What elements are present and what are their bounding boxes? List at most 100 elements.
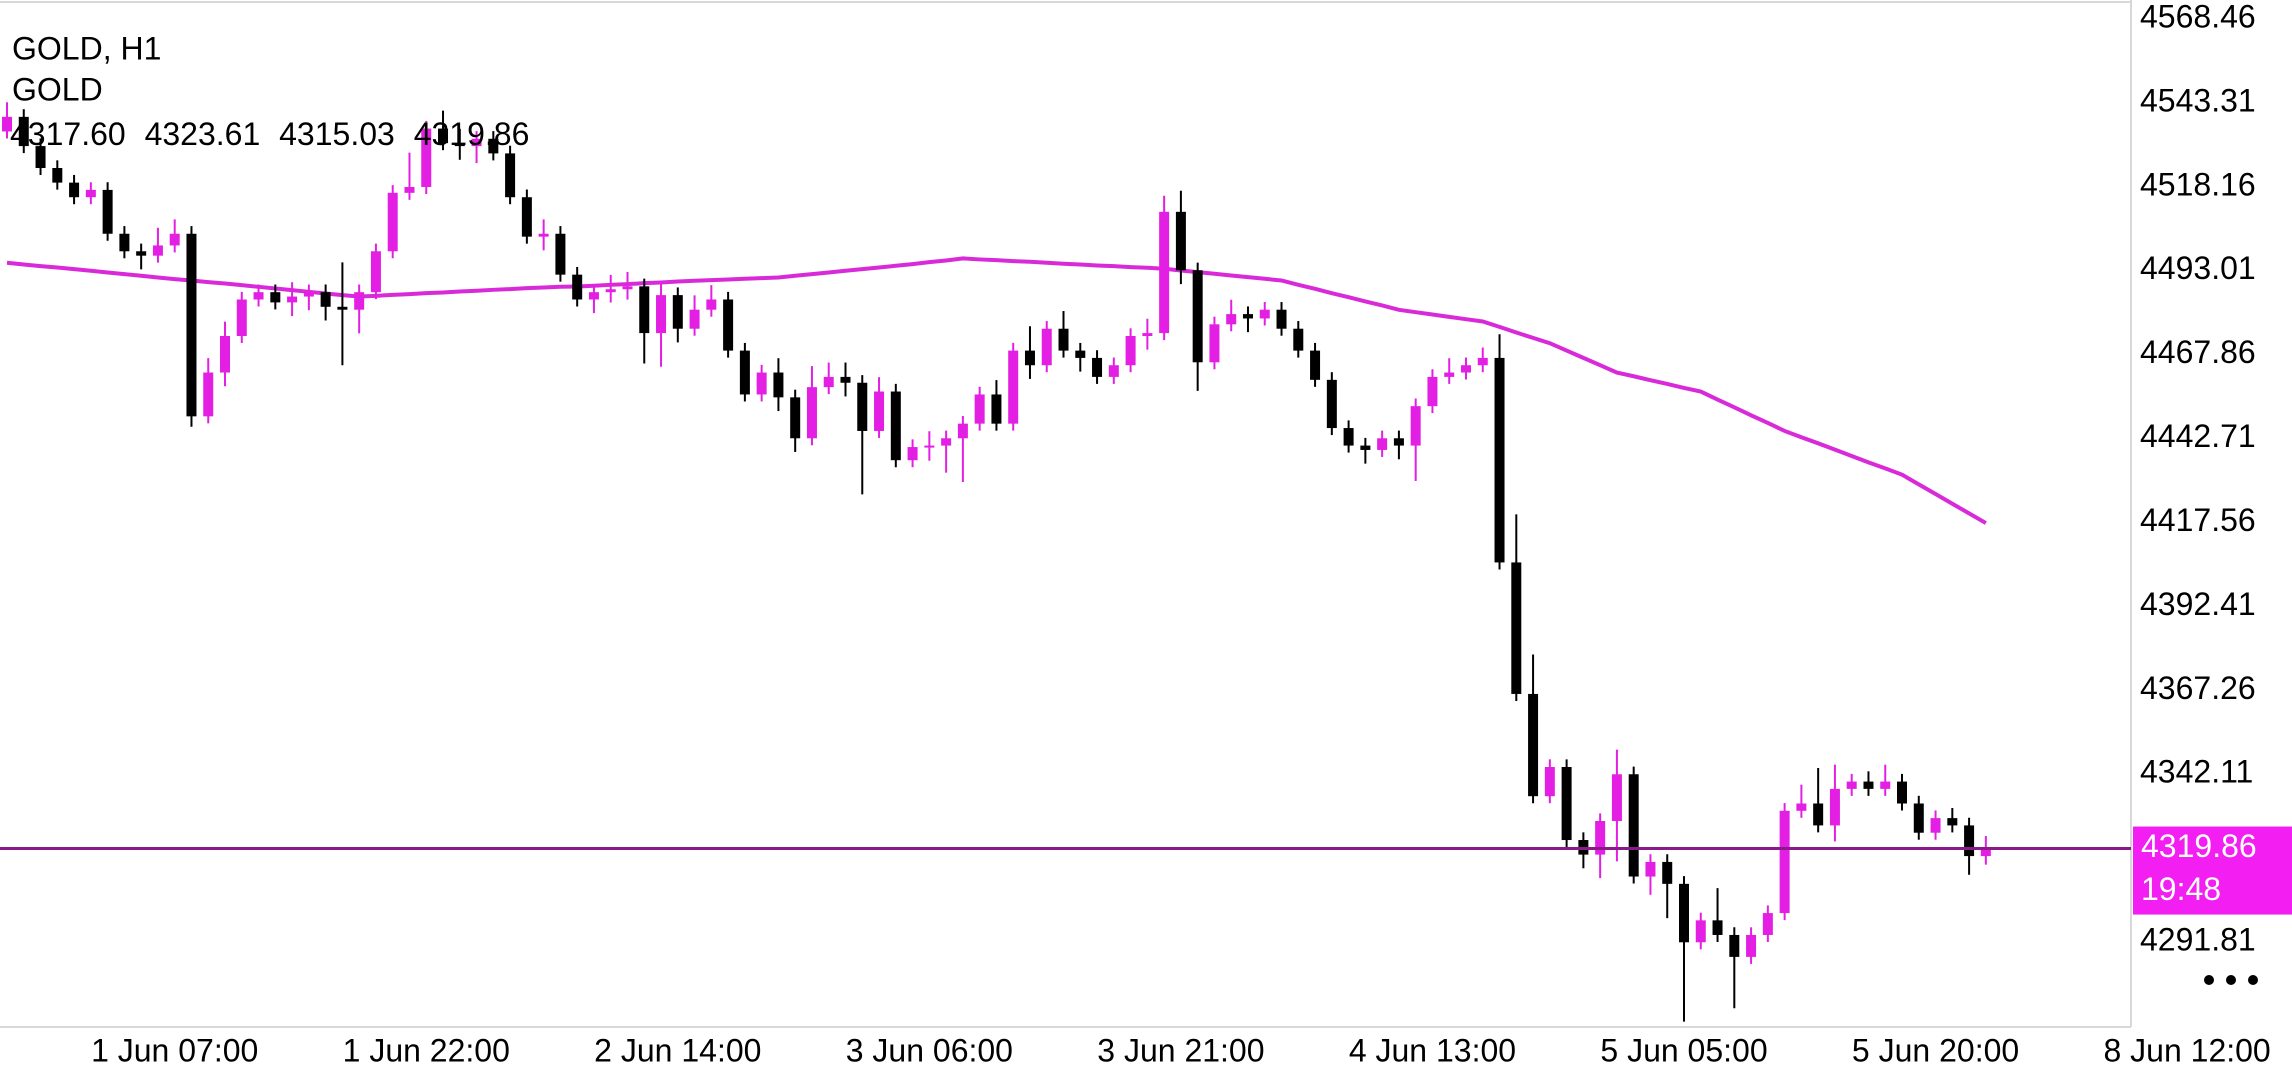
candle-body bbox=[438, 128, 449, 144]
candle-body bbox=[1092, 357, 1103, 377]
candle-body bbox=[253, 292, 264, 300]
candle-body bbox=[790, 397, 801, 439]
candle-body bbox=[1712, 920, 1723, 935]
y-tick-label: 4417.56 bbox=[2140, 502, 2256, 538]
candle-body bbox=[874, 391, 885, 431]
candle-body bbox=[1880, 781, 1891, 789]
candle-body bbox=[924, 445, 935, 448]
candle-body bbox=[1242, 314, 1253, 319]
legend-high: 4323.61 bbox=[145, 116, 261, 152]
candle-body bbox=[1561, 766, 1572, 841]
legend-close: 4319.86 bbox=[414, 116, 530, 152]
candle-body bbox=[85, 189, 96, 198]
legend-symbol: GOLD bbox=[12, 71, 103, 107]
menu-dot[interactable] bbox=[2226, 975, 2236, 985]
candle-body bbox=[706, 299, 717, 310]
candle-body bbox=[1041, 328, 1052, 366]
x-tick-label: 5 Jun 05:00 bbox=[1600, 1032, 1767, 1068]
x-tick-label: 8 Jun 12:00 bbox=[2103, 1032, 2270, 1068]
candle-body bbox=[1326, 379, 1337, 429]
candle-body bbox=[1058, 328, 1069, 351]
candle-body bbox=[1544, 766, 1555, 797]
candle-body bbox=[890, 391, 901, 461]
menu-dot[interactable] bbox=[2248, 975, 2258, 985]
candle-body bbox=[1259, 309, 1270, 319]
candle-body bbox=[320, 292, 331, 307]
x-tick-label: 2 Jun 14:00 bbox=[594, 1032, 761, 1068]
candle-body bbox=[1779, 810, 1790, 914]
candle-body bbox=[1746, 934, 1757, 957]
candle-body bbox=[303, 292, 314, 297]
candle-body bbox=[354, 292, 365, 310]
candle-body bbox=[1159, 211, 1170, 334]
candle-body bbox=[1108, 365, 1119, 377]
candle-body bbox=[1494, 357, 1505, 563]
candle-body bbox=[1511, 562, 1522, 694]
x-tick-label: 4 Jun 13:00 bbox=[1349, 1032, 1516, 1068]
candle-body bbox=[1913, 803, 1924, 833]
candle-body bbox=[1377, 438, 1388, 450]
candle-body bbox=[1175, 211, 1186, 271]
plot-area bbox=[0, 102, 2131, 1022]
legend-open: 4317.60 bbox=[10, 116, 126, 152]
more-menu[interactable] bbox=[2204, 975, 2258, 985]
candle-body bbox=[1595, 821, 1606, 855]
candle-body bbox=[605, 289, 616, 293]
candle-body bbox=[1964, 825, 1975, 857]
candle-body bbox=[1796, 803, 1807, 811]
candle-body bbox=[907, 447, 918, 461]
y-tick-label: 4392.41 bbox=[2140, 586, 2256, 622]
candle-body bbox=[991, 394, 1002, 424]
y-tick-label: 4493.01 bbox=[2140, 250, 2256, 286]
candle-body bbox=[1310, 350, 1321, 380]
y-tick-label: 4342.11 bbox=[2140, 754, 2253, 790]
candle-body bbox=[1192, 270, 1203, 363]
candle-body bbox=[1209, 324, 1220, 363]
x-tick-label: 5 Jun 20:00 bbox=[1852, 1032, 2019, 1068]
candle-body bbox=[555, 233, 566, 275]
candle-body bbox=[52, 168, 63, 183]
candle-body bbox=[1008, 350, 1019, 424]
moving-average-line bbox=[6, 256, 1987, 525]
candle-body bbox=[689, 309, 700, 329]
price-tag-countdown: 19:48 bbox=[2141, 871, 2221, 907]
candle-body bbox=[505, 153, 516, 198]
price-tag-box bbox=[2133, 826, 2292, 915]
candle-body bbox=[454, 143, 465, 147]
candle-body bbox=[69, 182, 80, 198]
legend-title: GOLD, H1 bbox=[12, 30, 161, 66]
candle-body bbox=[588, 292, 599, 300]
candle-body bbox=[1863, 781, 1874, 789]
candle-body bbox=[672, 295, 683, 329]
candle-body bbox=[806, 387, 817, 439]
y-tick-label: 4442.71 bbox=[2140, 418, 2256, 454]
candle-body bbox=[387, 192, 398, 252]
candle-body bbox=[220, 335, 231, 373]
candle-body bbox=[35, 146, 46, 169]
candle-body bbox=[957, 423, 968, 439]
candle-body bbox=[270, 292, 281, 303]
candle-body bbox=[1980, 848, 1991, 857]
candle-body bbox=[1125, 335, 1136, 366]
candle-body bbox=[152, 245, 163, 256]
candle-body bbox=[857, 382, 868, 431]
legend-low: 4315.03 bbox=[279, 116, 395, 152]
candle-body bbox=[203, 372, 214, 417]
candle-body bbox=[1226, 314, 1237, 325]
legend-ohlc: 4317.60 4323.61 4315.03 4319.86 bbox=[10, 116, 529, 152]
candle-body bbox=[1460, 365, 1471, 373]
candle-body bbox=[1444, 372, 1455, 377]
candle-body bbox=[1024, 350, 1035, 366]
candle-body bbox=[404, 187, 415, 193]
candle-body bbox=[1947, 818, 1958, 826]
candle-body bbox=[119, 233, 130, 252]
candle-body bbox=[370, 251, 381, 293]
candle-body bbox=[1075, 350, 1086, 358]
candle-body bbox=[1846, 781, 1857, 789]
axes: 4568.46 4543.31 4518.16 4493.01 4467.86 4442.… bbox=[91, 0, 2271, 1068]
candle-body bbox=[1276, 309, 1287, 329]
candle-body bbox=[572, 274, 583, 300]
menu-dot[interactable] bbox=[2204, 975, 2214, 985]
